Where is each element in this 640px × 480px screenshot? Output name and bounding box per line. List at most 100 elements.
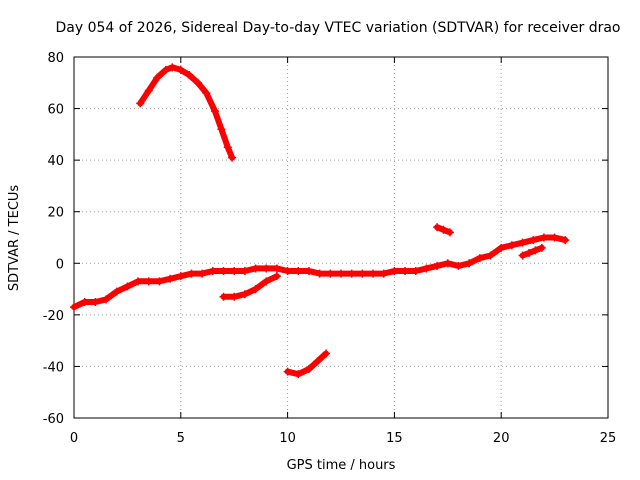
y-tick-label: 80 — [47, 51, 64, 66]
series-line — [220, 273, 280, 300]
data-point — [202, 89, 211, 98]
x-tick-labels: 0 5 10 15 20 25 — [70, 431, 616, 446]
data-point — [445, 228, 454, 237]
data-point — [262, 277, 271, 286]
grid — [74, 57, 608, 418]
series-lower-segment — [219, 272, 281, 301]
data-point — [475, 254, 484, 263]
series-line — [284, 350, 329, 378]
data-point — [112, 287, 121, 296]
x-tick-label: 5 — [177, 431, 185, 446]
data-point — [283, 267, 292, 276]
x-tick-label: 10 — [279, 431, 296, 446]
data-point — [313, 357, 322, 366]
data-point — [294, 370, 303, 379]
data-point — [161, 65, 170, 74]
data-point — [390, 267, 399, 276]
data-point — [283, 367, 292, 376]
data-point — [272, 264, 281, 273]
y-tick-label: 40 — [47, 154, 64, 169]
y-tick-label: -40 — [43, 360, 64, 375]
data-point — [315, 269, 324, 278]
x-tick-label: 20 — [493, 431, 510, 446]
data-point — [358, 269, 367, 278]
data-point — [230, 267, 239, 276]
data-point — [230, 292, 239, 301]
data-point — [304, 365, 313, 374]
data-point — [518, 251, 527, 260]
y-tick-labels: -60 -40 -20 0 20 40 60 80 — [43, 51, 64, 427]
data-point — [443, 259, 452, 268]
data-point — [433, 261, 442, 270]
series-morning-arc — [136, 63, 237, 162]
data-series — [70, 63, 570, 379]
data-point — [240, 267, 249, 276]
data-point — [439, 225, 448, 234]
data-point — [91, 297, 100, 306]
data-point — [497, 243, 506, 252]
series-line — [137, 64, 236, 161]
data-point — [486, 251, 495, 260]
data-point — [208, 267, 217, 276]
data-point — [411, 267, 420, 276]
data-point — [228, 153, 237, 162]
data-point — [507, 241, 516, 250]
series-short-segment-a — [433, 223, 454, 237]
x-tick-label: 25 — [600, 431, 617, 446]
plot-frame — [73, 56, 609, 419]
x-tick-label: 0 — [70, 431, 78, 446]
data-point — [193, 78, 202, 87]
data-point — [347, 269, 356, 278]
data-point — [326, 269, 335, 278]
y-axis-title: SDTVAR / TECUs — [7, 185, 22, 292]
data-point — [240, 290, 249, 299]
x-axis-title: GPS time / hours — [287, 458, 396, 473]
data-point — [168, 63, 177, 72]
data-point — [134, 277, 143, 286]
data-point — [176, 272, 185, 281]
data-point — [219, 267, 228, 276]
data-point — [433, 223, 442, 232]
data-point — [123, 282, 132, 291]
data-point — [210, 107, 219, 116]
data-point — [322, 349, 331, 358]
data-point — [524, 248, 533, 257]
data-point — [144, 277, 153, 286]
data-point — [337, 269, 345, 278]
series-line — [519, 244, 545, 259]
data-point — [70, 303, 78, 312]
data-point — [223, 143, 232, 152]
data-point — [465, 259, 474, 268]
data-point — [454, 261, 463, 270]
x-tick-label: 15 — [386, 431, 403, 446]
data-point — [294, 267, 303, 276]
y-tick-label: 60 — [47, 103, 64, 118]
data-point — [166, 274, 175, 283]
data-point — [176, 65, 185, 74]
data-point — [529, 236, 538, 245]
data-point — [401, 267, 410, 276]
data-point — [80, 297, 89, 306]
data-point — [531, 246, 540, 255]
data-point — [539, 233, 548, 242]
data-point — [136, 99, 145, 108]
y-tick-label: 20 — [47, 206, 64, 221]
series-dip-segment — [283, 349, 331, 379]
data-point — [262, 264, 271, 273]
data-point — [251, 264, 260, 273]
y-tick-label: -20 — [43, 309, 64, 324]
data-point — [198, 269, 207, 278]
data-point — [251, 285, 260, 294]
data-point — [219, 292, 228, 301]
data-point — [272, 272, 281, 281]
data-point — [155, 277, 164, 286]
data-point — [144, 86, 153, 95]
y-tick-label: 0 — [56, 257, 64, 272]
data-point — [537, 243, 546, 252]
y-tick-label: -60 — [43, 412, 64, 427]
data-point — [422, 264, 431, 273]
data-point — [153, 73, 162, 82]
data-point — [550, 233, 559, 242]
series-short-segment-b — [518, 243, 546, 260]
